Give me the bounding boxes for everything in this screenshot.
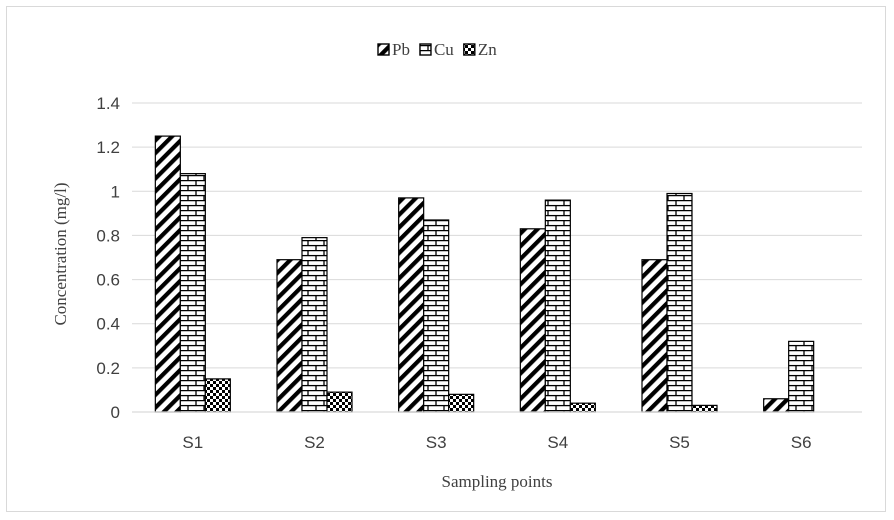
axes: 0 0.2 0.4 0.6 0.8 1 1.2 1.4 S1 S2 S3 S4 S5 S6 [96,94,862,452]
y-axis-label: Concentration (mg/l) [51,182,70,325]
y-tick-label: 0.4 [96,315,120,334]
legend: Pb Cu Zn [377,40,497,59]
bars [154,135,815,413]
x-tick-label: S6 [791,433,812,452]
y-tick-label: 0.2 [96,359,120,378]
bar-zn-s5 [691,404,718,413]
bar-pb-s3 [398,197,425,413]
y-tick-label: 1 [111,182,120,201]
bar-zn-s4 [569,402,596,413]
bar-pb-s1 [154,135,181,413]
bar-cu-s2 [301,237,328,413]
bar-cu-s1 [179,173,206,413]
legend-label-zn: Zn [478,40,497,59]
legend-swatch-zn [463,43,476,56]
y-tick-label: 0.8 [96,226,120,245]
bar-zn-s3 [448,393,475,413]
x-tick-label: S2 [304,433,325,452]
x-tick-label: S1 [182,433,203,452]
bar-pb-s6 [763,398,790,413]
bar-pb-s2 [276,259,303,413]
legend-swatch-cu [419,43,432,56]
y-tick-label: 0.6 [96,271,120,290]
bar-cu-s6 [788,340,815,413]
y-tick-label: 1.2 [96,138,120,157]
bar-zn-s1 [204,378,231,413]
y-tick-label: 1.4 [96,94,120,113]
bar-pb-s4 [519,228,546,413]
bar-cu-s5 [666,192,693,413]
gridlines [132,102,862,369]
x-axis-label: Sampling points [442,472,553,491]
y-tick-label: 0 [111,403,120,422]
x-tick-label: S3 [426,433,447,452]
x-tick-label: S4 [547,433,568,452]
bar-cu-s4 [544,199,571,413]
legend-label-cu: Cu [434,40,454,59]
legend-swatch-pb [377,43,390,56]
bar-cu-s3 [423,219,450,413]
bar-zn-s2 [326,391,353,413]
legend-label-pb: Pb [392,40,410,59]
bar-pb-s5 [641,259,668,413]
x-tick-label: S5 [669,433,690,452]
